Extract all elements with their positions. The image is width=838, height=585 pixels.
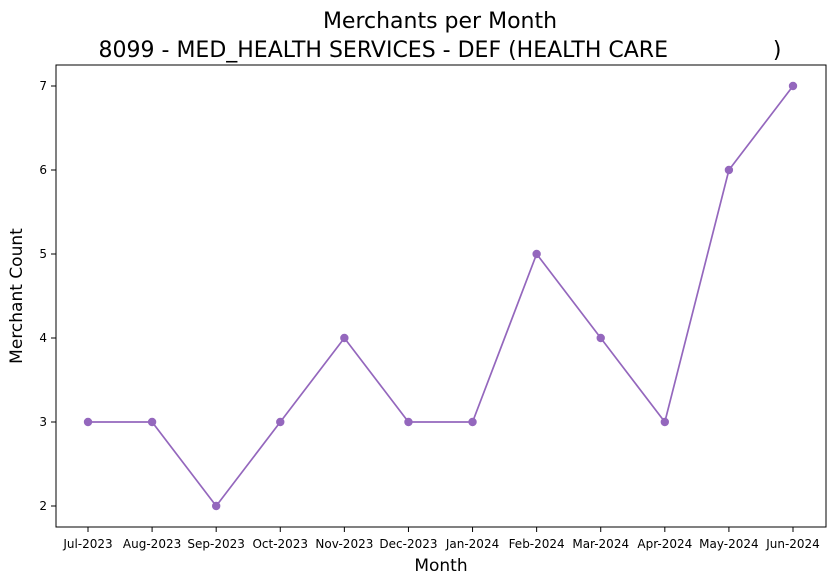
y-tick-label: 7 <box>39 79 47 93</box>
y-axis-label: Merchant Count <box>7 228 27 364</box>
data-point-oct-2023 <box>276 417 285 427</box>
x-tick-label: Aug-2023 <box>123 537 181 551</box>
data-point-apr-2024 <box>660 417 670 427</box>
x-tick-label: Apr-2024 <box>637 537 692 551</box>
data-point-aug-2023 <box>147 417 157 427</box>
data-point-may-2024 <box>724 165 734 175</box>
data-point-nov-2023 <box>340 333 349 343</box>
data-point-jul-2023 <box>83 417 93 427</box>
y-axis: 2 3 4 5 6 7 <box>39 79 56 513</box>
series-line <box>88 85 794 508</box>
data-point-mar-2024 <box>596 333 605 343</box>
chart-title: Merchants per Month <box>323 9 557 34</box>
chart-subtitle: 8099 - MED_HEALTH SERVICES - DEF (HEALTH… <box>99 38 782 63</box>
x-tick-label: Jun-2024 <box>765 537 820 551</box>
x-tick-label: Jan-2024 <box>445 537 499 551</box>
series-layer <box>83 81 798 511</box>
y-tick-label: 5 <box>39 247 47 261</box>
data-point-feb-2024 <box>532 249 541 259</box>
x-tick-label: Mar-2024 <box>572 537 629 551</box>
x-tick-label: Feb-2024 <box>509 537 565 551</box>
x-tick-label: Dec-2023 <box>379 537 437 551</box>
x-tick-label: Nov-2023 <box>315 537 373 551</box>
y-tick-label: 3 <box>39 415 47 429</box>
y-tick-label: 2 <box>39 499 47 513</box>
y-tick-label: 4 <box>39 331 47 345</box>
data-point-jan-2024 <box>468 417 477 427</box>
x-axis: Jul-2023 Aug-2023 Sep-2023 Oct-2023 Nov-2023… <box>62 527 820 551</box>
x-tick-label: Jul-2023 <box>62 537 112 551</box>
data-point-dec-2023 <box>404 417 413 427</box>
data-point-jun-2024 <box>788 81 798 91</box>
data-point-sep-2023 <box>211 501 221 511</box>
x-tick-label: Sep-2023 <box>187 537 245 551</box>
x-axis-label: Month <box>414 556 467 576</box>
x-tick-label: May-2024 <box>699 537 758 551</box>
x-tick-label: Oct-2023 <box>252 537 308 551</box>
y-tick-label: 6 <box>39 163 47 177</box>
plot-area <box>55 64 827 528</box>
